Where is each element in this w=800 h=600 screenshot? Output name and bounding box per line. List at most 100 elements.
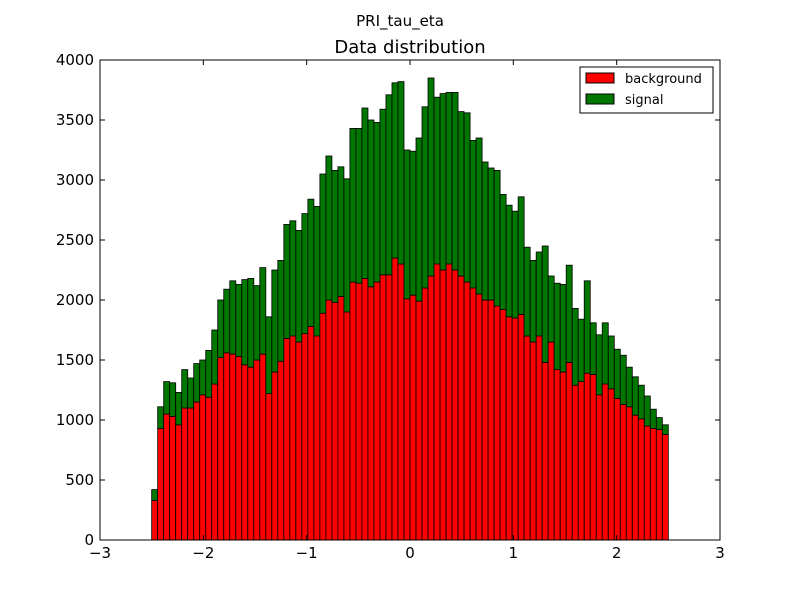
- bar-signal: [193, 363, 201, 403]
- bar-signal: [385, 94, 393, 276]
- bar-signal: [181, 369, 189, 409]
- bar-background: [589, 373, 597, 541]
- bar-signal: [487, 167, 495, 301]
- bar-background: [439, 269, 447, 541]
- bar-signal: [403, 149, 411, 300]
- bar-signal: [241, 279, 249, 366]
- bar-background: [235, 355, 243, 541]
- bar-signal: [235, 283, 243, 357]
- bar-signal: [367, 119, 375, 288]
- y-tick-label: 500: [65, 471, 94, 489]
- bar-background: [547, 341, 555, 541]
- legend-swatch-background: [585, 72, 615, 84]
- bar-signal: [361, 107, 369, 279]
- bar-signal: [355, 127, 363, 284]
- bar-background: [385, 274, 393, 541]
- bar-signal: [157, 406, 165, 429]
- bar-signal: [577, 318, 585, 383]
- bar-background: [247, 366, 255, 541]
- y-tick-label: 4000: [56, 51, 94, 69]
- bar-background: [529, 341, 537, 541]
- bar-background: [469, 287, 477, 541]
- bar-background: [295, 341, 303, 541]
- bar-background: [493, 305, 501, 541]
- bar-background: [253, 359, 261, 541]
- chart-suptitle: PRI_tau_eta: [356, 12, 444, 31]
- bar-signal: [601, 322, 609, 385]
- bar-background: [655, 429, 663, 541]
- bar-signal: [559, 283, 567, 373]
- bar-background: [475, 293, 483, 541]
- legend-label-signal: signal: [625, 93, 663, 108]
- bar-background: [163, 413, 171, 541]
- bar-signal: [475, 137, 483, 295]
- bar-signal: [541, 245, 549, 363]
- bar-background: [643, 425, 651, 541]
- chart-title: Data distribution: [334, 37, 485, 58]
- bar-background: [619, 403, 627, 541]
- bar-signal: [259, 267, 267, 355]
- bar-background: [571, 384, 579, 541]
- bar-signal: [199, 359, 207, 396]
- bar-background: [193, 401, 201, 541]
- bar-signal: [649, 408, 657, 429]
- bar-background: [157, 427, 165, 541]
- bar-signal: [469, 139, 477, 289]
- bar-signal: [643, 395, 651, 427]
- bar-signal: [223, 288, 231, 354]
- bar-signal: [313, 205, 321, 337]
- bar-signal: [277, 259, 285, 362]
- bar-background: [577, 381, 585, 541]
- bar-signal: [295, 229, 303, 343]
- bar-background: [205, 396, 213, 541]
- bar-background: [499, 309, 507, 541]
- bar-signal: [535, 251, 543, 337]
- bar-background: [331, 301, 339, 541]
- bar-signal: [553, 282, 561, 371]
- bar-background: [289, 335, 297, 541]
- axis-ticks: −3 −2 −1 0 1 2 3 0 500 1000 1500 2000 2500 3000 3500 40…: [56, 51, 725, 562]
- bar-signal: [229, 280, 237, 355]
- bar-background: [241, 364, 249, 541]
- bar-background: [487, 299, 495, 541]
- bar-signal: [445, 92, 453, 265]
- bar-signal: [451, 92, 459, 271]
- y-tick-label: 3500: [56, 111, 94, 129]
- bar-signal: [583, 280, 591, 374]
- bar-signal: [505, 204, 513, 318]
- bar-background: [583, 372, 591, 541]
- bar-signal: [523, 246, 531, 337]
- bar-signal: [379, 108, 387, 276]
- bar-background: [301, 333, 309, 541]
- bar-signal: [499, 193, 507, 310]
- bar-background: [151, 499, 159, 541]
- bar-signal: [511, 210, 519, 319]
- bar-background: [559, 371, 567, 541]
- bar-signal: [397, 81, 405, 265]
- y-tick-label: 1500: [56, 351, 94, 369]
- bar-signal: [211, 329, 219, 385]
- x-tick-label: −3: [89, 544, 111, 562]
- bar-signal: [493, 169, 501, 307]
- bar-background: [319, 312, 327, 541]
- bar-signal: [325, 155, 333, 301]
- y-tick-label: 2000: [56, 291, 94, 309]
- bar-background: [541, 361, 549, 541]
- y-tick-label: 2500: [56, 231, 94, 249]
- bar-signal: [661, 424, 669, 435]
- bar-background: [409, 294, 417, 541]
- bar-background: [199, 394, 207, 541]
- bar-background: [223, 352, 231, 541]
- bar-signal: [415, 137, 423, 302]
- bar-background: [343, 311, 351, 541]
- bar-signal: [571, 307, 579, 386]
- bar-signal: [433, 96, 441, 265]
- x-tick-label: 3: [715, 544, 725, 562]
- bar-background: [523, 335, 531, 541]
- bar-signal: [427, 77, 435, 277]
- bar-signal: [331, 169, 339, 303]
- bar-background: [601, 383, 609, 541]
- bar-background: [433, 263, 441, 541]
- bar-signal: [655, 417, 663, 431]
